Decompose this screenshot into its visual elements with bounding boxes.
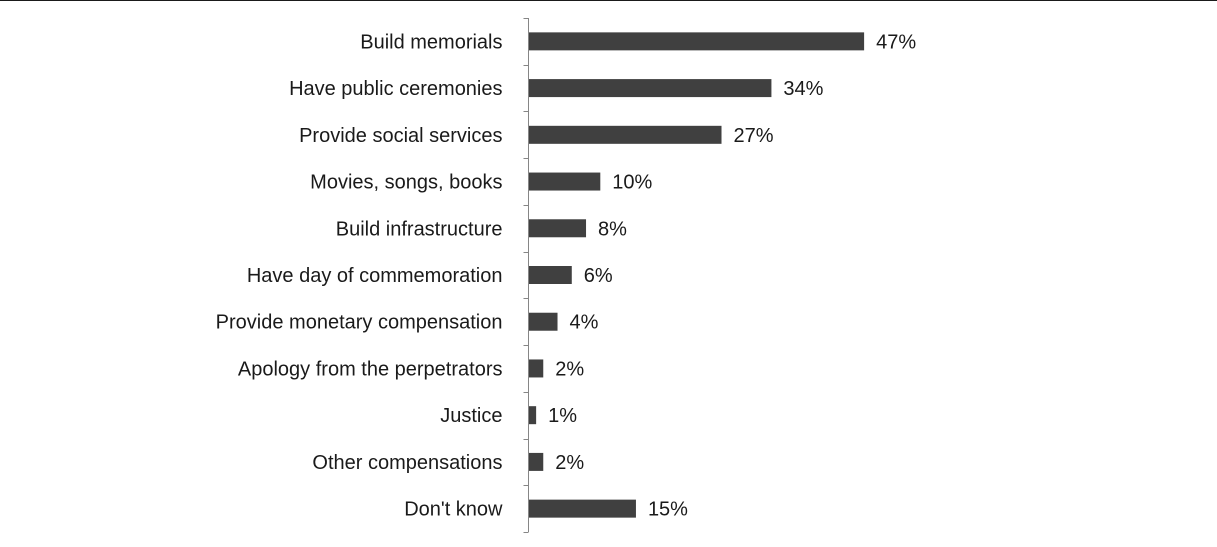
value-label: 10% bbox=[612, 172, 652, 194]
bar bbox=[529, 452, 544, 471]
bar bbox=[529, 219, 587, 238]
category-label: Other compensations bbox=[312, 452, 502, 474]
category-label: Have day of commemoration bbox=[247, 265, 503, 287]
category-label: Justice bbox=[440, 405, 502, 427]
top-border-line bbox=[0, 0, 1217, 1]
bar bbox=[529, 359, 544, 378]
category-label: Apology from the perpetrators bbox=[238, 358, 503, 380]
bar bbox=[529, 125, 722, 144]
category-label: Provide social services bbox=[299, 125, 502, 147]
value-label: 34% bbox=[783, 78, 823, 100]
bar bbox=[529, 32, 865, 51]
value-label: 27% bbox=[734, 125, 774, 147]
category-label: Build memorials bbox=[360, 31, 502, 53]
bar bbox=[529, 312, 558, 331]
bar bbox=[529, 266, 572, 284]
category-label: Provide monetary compensation bbox=[216, 312, 503, 334]
labels-layer: Build memorials 47% Have public ceremonies… bbox=[216, 31, 917, 520]
value-label: 8% bbox=[598, 218, 627, 240]
bar bbox=[529, 79, 772, 98]
value-label: 4% bbox=[570, 312, 599, 334]
axis-layer bbox=[523, 18, 529, 533]
value-label: 47% bbox=[876, 31, 916, 53]
category-label: Don't know bbox=[404, 499, 503, 521]
value-label: 15% bbox=[648, 499, 688, 521]
bar bbox=[529, 172, 601, 191]
category-label: Have public ceremonies bbox=[289, 78, 502, 100]
bar bbox=[529, 406, 537, 425]
category-label: Build infrastructure bbox=[336, 218, 503, 240]
value-label: 2% bbox=[555, 358, 584, 380]
value-label: 1% bbox=[548, 405, 577, 427]
bars-layer bbox=[529, 32, 865, 518]
category-label: Movies, songs, books bbox=[310, 172, 502, 194]
bar bbox=[529, 499, 636, 518]
value-label: 2% bbox=[555, 452, 584, 474]
value-label: 6% bbox=[584, 265, 613, 287]
